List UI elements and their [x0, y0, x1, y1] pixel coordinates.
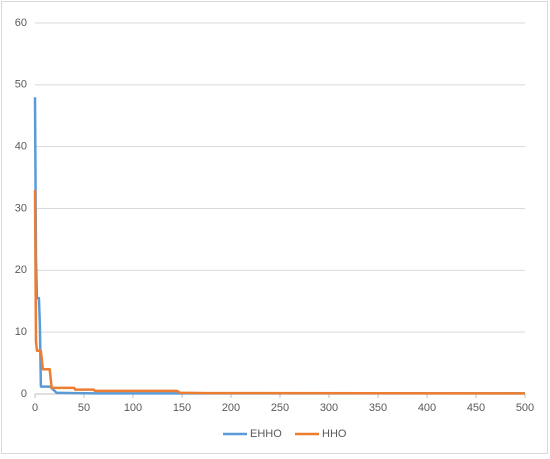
x-tick-label: 300: [320, 402, 338, 414]
y-tick-label: 50: [15, 79, 27, 91]
x-tick-label: 50: [78, 402, 90, 414]
x-tick-label: 500: [516, 402, 534, 414]
data-line: [33, 189, 526, 395]
y-tick-label: 20: [15, 264, 27, 276]
x-tick-label: 450: [467, 402, 485, 414]
legend-label: EHHO: [250, 428, 282, 440]
x-tick-label: 400: [418, 402, 436, 414]
y-tick-label: 30: [15, 202, 27, 214]
y-tick-label: 40: [15, 141, 27, 153]
x-tick-label: 200: [222, 402, 240, 414]
x-tick-label: 100: [124, 402, 142, 414]
x-tick-label: 0: [32, 402, 38, 414]
x-tick-label: 350: [369, 402, 387, 414]
x-tick-label: 250: [271, 402, 289, 414]
legend-label: HHO: [322, 428, 347, 440]
y-tick-label: 10: [15, 326, 27, 338]
y-tick-label: 60: [15, 17, 27, 29]
x-tick-label: 150: [173, 402, 191, 414]
y-tick-label: 0: [21, 388, 27, 400]
